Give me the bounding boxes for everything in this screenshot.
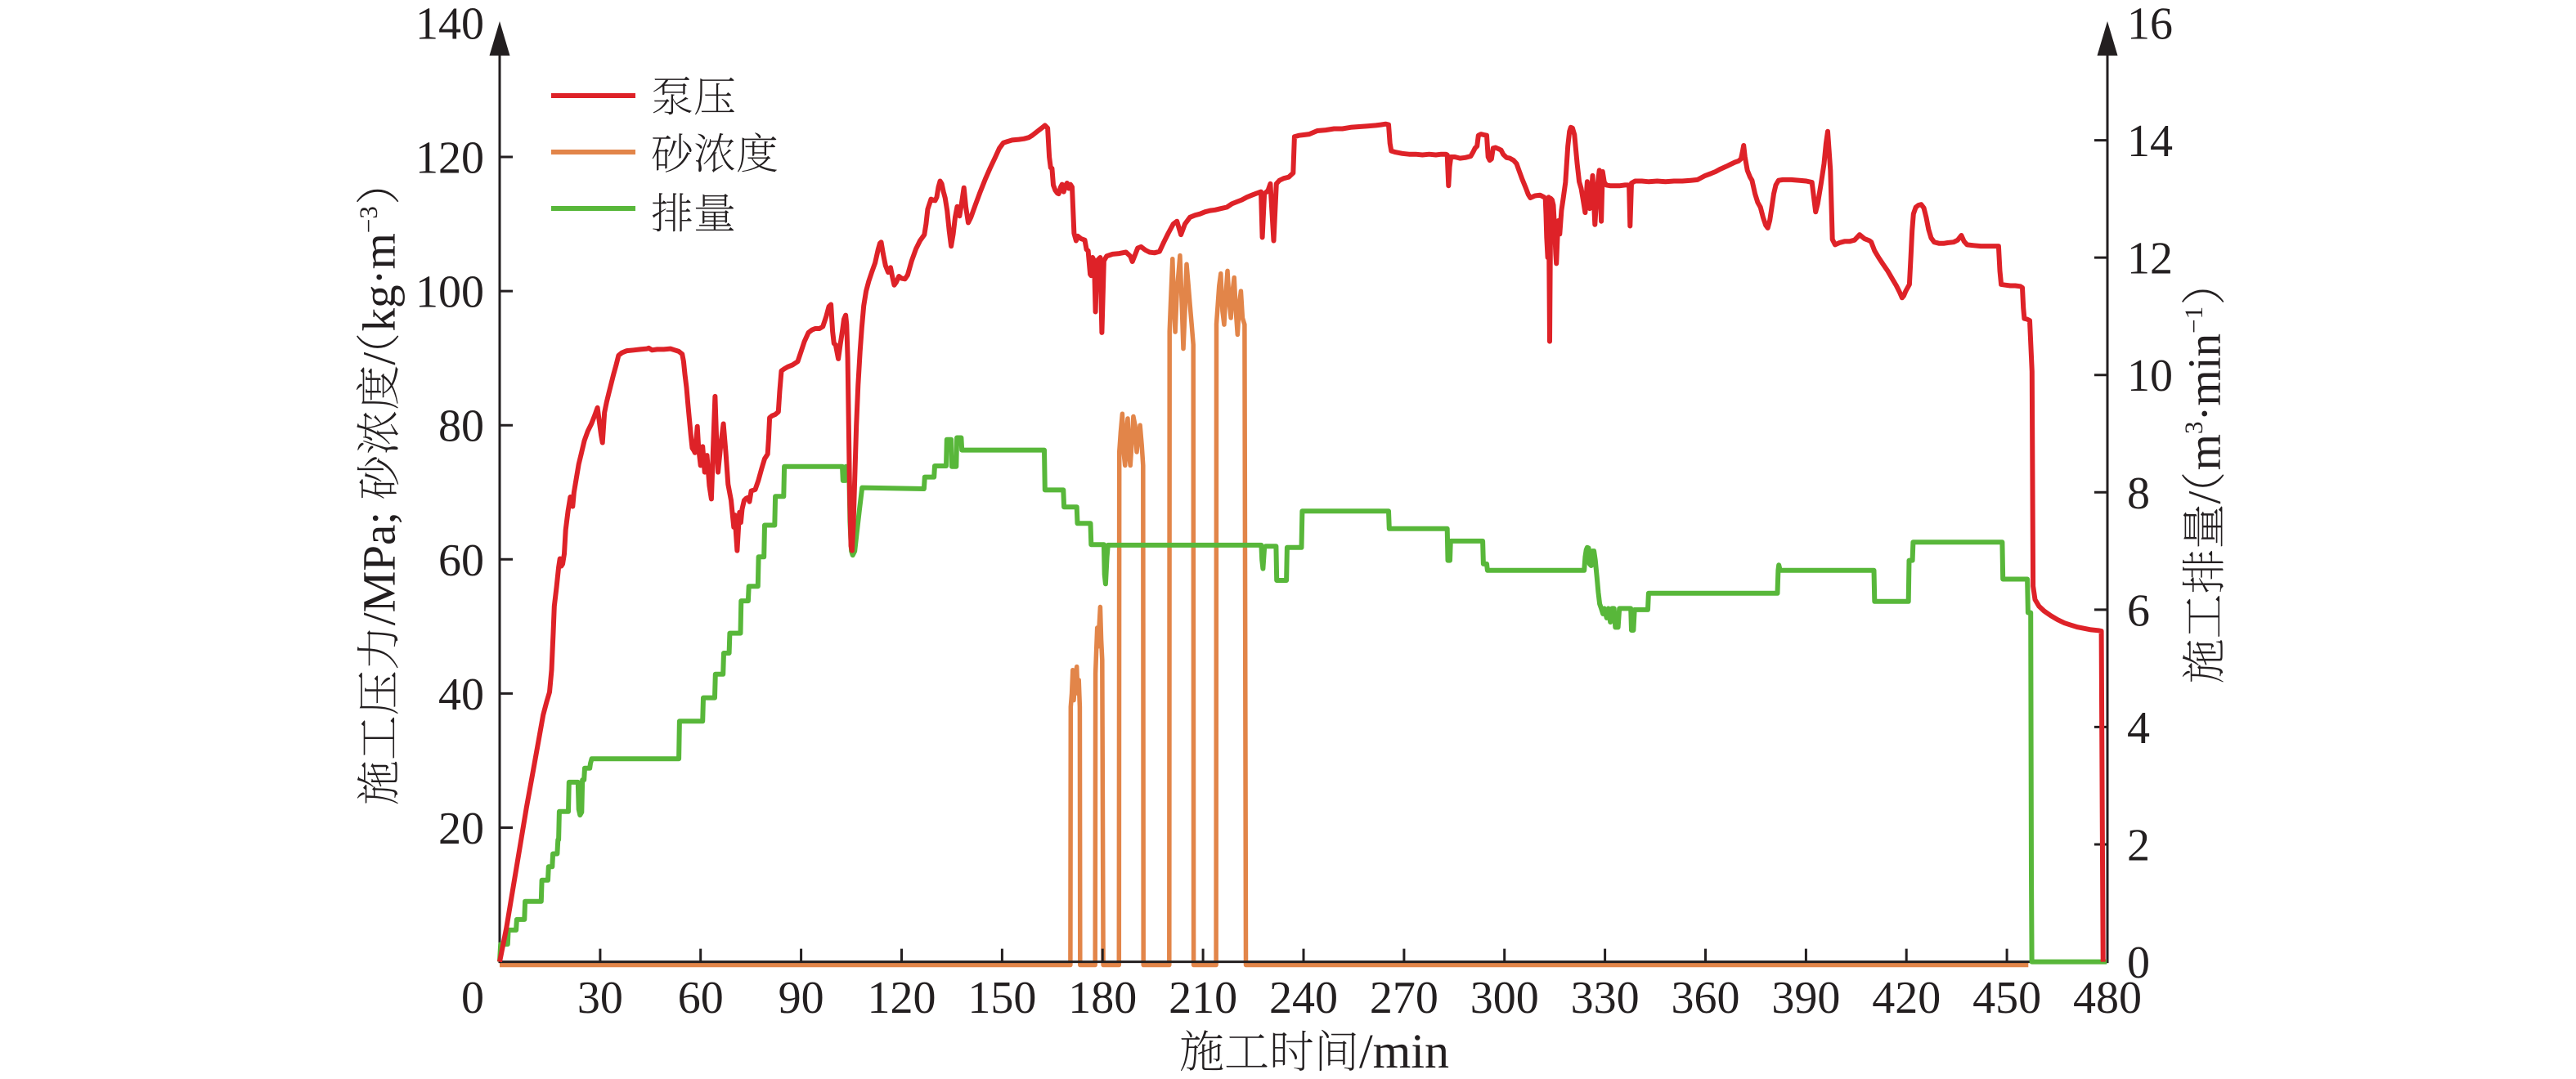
svg-text:30: 30	[577, 973, 623, 1023]
svg-text:14: 14	[2127, 116, 2173, 167]
svg-text:180: 180	[1068, 973, 1137, 1023]
svg-text:480: 480	[2073, 973, 2142, 1023]
svg-text:420: 420	[1872, 973, 1941, 1023]
svg-text:0: 0	[461, 973, 484, 1023]
svg-text:60: 60	[438, 535, 484, 586]
svg-text:390: 390	[1771, 973, 1840, 1023]
svg-text:270: 270	[1370, 973, 1438, 1023]
svg-text:60: 60	[678, 973, 724, 1023]
svg-text:2: 2	[2127, 821, 2150, 871]
svg-text:0: 0	[2127, 938, 2150, 988]
svg-text:240: 240	[1269, 973, 1338, 1023]
svg-text:360: 360	[1672, 973, 1740, 1023]
svg-text:80: 80	[438, 401, 484, 452]
svg-text:100: 100	[415, 267, 484, 318]
svg-text:330: 330	[1571, 973, 1640, 1023]
svg-text:120: 120	[415, 133, 484, 184]
svg-text:16: 16	[2127, 0, 2173, 50]
svg-text:300: 300	[1470, 973, 1539, 1023]
svg-text:40: 40	[438, 669, 484, 720]
svg-text:6: 6	[2127, 585, 2150, 636]
svg-text:210: 210	[1169, 973, 1237, 1023]
svg-text:10: 10	[2127, 351, 2173, 401]
svg-text:90: 90	[779, 973, 824, 1023]
svg-text:12: 12	[2127, 234, 2173, 284]
svg-text:4: 4	[2127, 703, 2150, 754]
svg-text:140: 140	[415, 0, 484, 49]
svg-text:20: 20	[438, 804, 484, 854]
svg-text:450: 450	[1972, 973, 2041, 1023]
svg-text:150: 150	[967, 973, 1036, 1023]
svg-text:120: 120	[868, 973, 936, 1023]
svg-text:8: 8	[2127, 468, 2150, 519]
